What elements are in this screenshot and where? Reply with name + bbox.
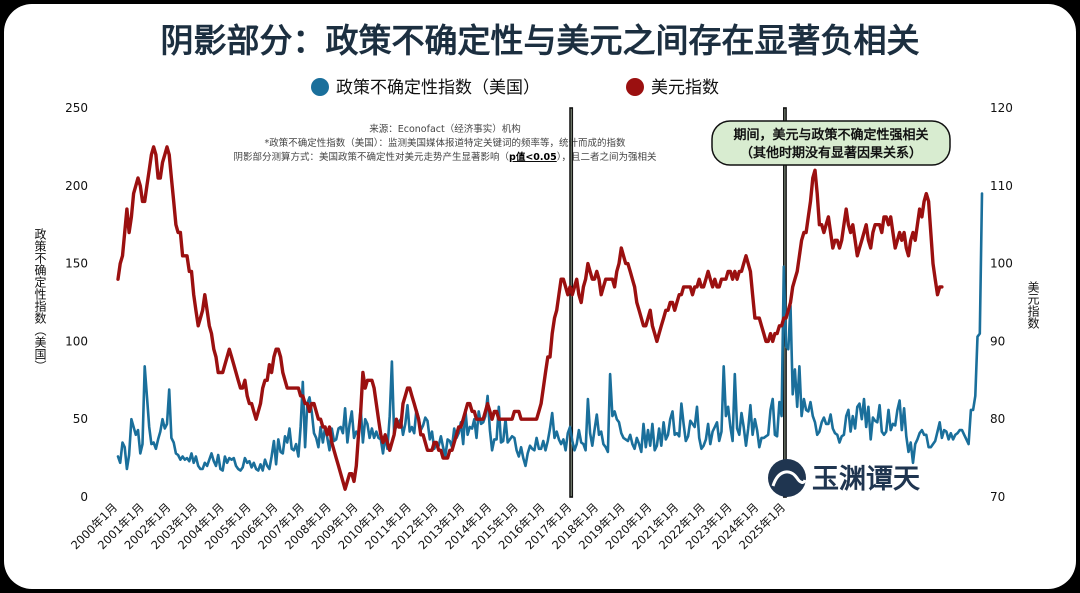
watermark-text: 玉渊谭天: [812, 464, 920, 495]
y-left-tick-label: 100: [65, 334, 88, 348]
y-right-tick-label: 90: [990, 334, 1005, 348]
x-axis: 2000年1月2001年1月2002年1月2003年1月2004年1月2005年…: [68, 500, 788, 552]
y-left-tick-label: 50: [73, 412, 88, 426]
watermark-logo-icon: [768, 459, 806, 497]
annotation: 期间，美元与政策不确定性强相关 （其他时期没有显著因果关系）: [711, 120, 951, 166]
y-right-tick-label: 120: [990, 101, 1013, 115]
source-line-2: *政策不确定性指数（美国）：监测美国媒体报道特定关键词的频率等，统计而成的指数: [264, 137, 626, 149]
y-axis-left-title: 政策不确定性指数（美国）: [33, 228, 47, 372]
legend: 政策不确定性指数（美国） 美元指数: [311, 78, 719, 98]
chart-title: 阴影部分：政策不确定性与美元之间存在显著负相关: [161, 21, 920, 60]
y-left-tick-label: 150: [65, 257, 88, 271]
shaded-period: [569, 107, 574, 498]
y-left-tick-label: 250: [65, 101, 88, 115]
method-prefix: 阴影部分测算方式：美国政策不确定性对美元走势产生显著影响（: [234, 151, 510, 163]
chart-frame: 阴影部分：政策不确定性与美元之间存在显著负相关 政策不确定性指数（美国） 美元指…: [4, 4, 1076, 589]
watermark-wave-icon: [771, 470, 807, 487]
method-line: 阴影部分测算方式：美国政策不确定性对美元走势产生显著影响（p值<0.05），且二…: [234, 151, 657, 163]
series-line-dollar-index: [116, 145, 944, 491]
y-left-tick-label: 0: [80, 490, 88, 504]
y-axis-right-title: 美元指数: [1026, 281, 1040, 330]
source-notes: 来源：Econofact（经济事实）机构 *政策不确定性指数（美国）：监测美国媒…: [234, 123, 657, 163]
y-axis-left: 0 50 100 150 200 250: [65, 101, 88, 504]
legend-marker-dollar: [626, 78, 644, 96]
y-axis-right: 70 80 90 100 110 120: [990, 101, 1013, 504]
annotation-box: [711, 120, 951, 166]
series-lines: [116, 145, 984, 491]
annotation-line-1: 期间，美元与政策不确定性强相关: [733, 127, 928, 143]
watermark: 玉渊谭天: [768, 459, 920, 497]
y-right-tick-label: 80: [990, 412, 1005, 426]
y-right-tick-label: 70: [990, 490, 1005, 504]
series-line-policy-uncertainty: [116, 192, 984, 472]
method-suffix: ），且二者之间为强相关: [557, 151, 657, 163]
legend-label-policy: 政策不确定性指数（美国）: [336, 78, 540, 98]
legend-label-dollar: 美元指数: [651, 78, 719, 98]
y-right-tick-label: 100: [990, 257, 1013, 271]
y-left-tick-label: 200: [65, 179, 88, 193]
legend-marker-policy: [311, 78, 329, 96]
annotation-line-2: （其他时期没有显著因果关系）: [740, 145, 922, 161]
source-line-1: 来源：Econofact（经济事实）机构: [369, 123, 521, 135]
method-pvalue: p值<0.05: [509, 151, 557, 163]
y-right-tick-label: 110: [990, 179, 1013, 193]
chart-canvas: 阴影部分：政策不确定性与美元之间存在显著负相关 政策不确定性指数（美国） 美元指…: [33, 21, 1040, 552]
